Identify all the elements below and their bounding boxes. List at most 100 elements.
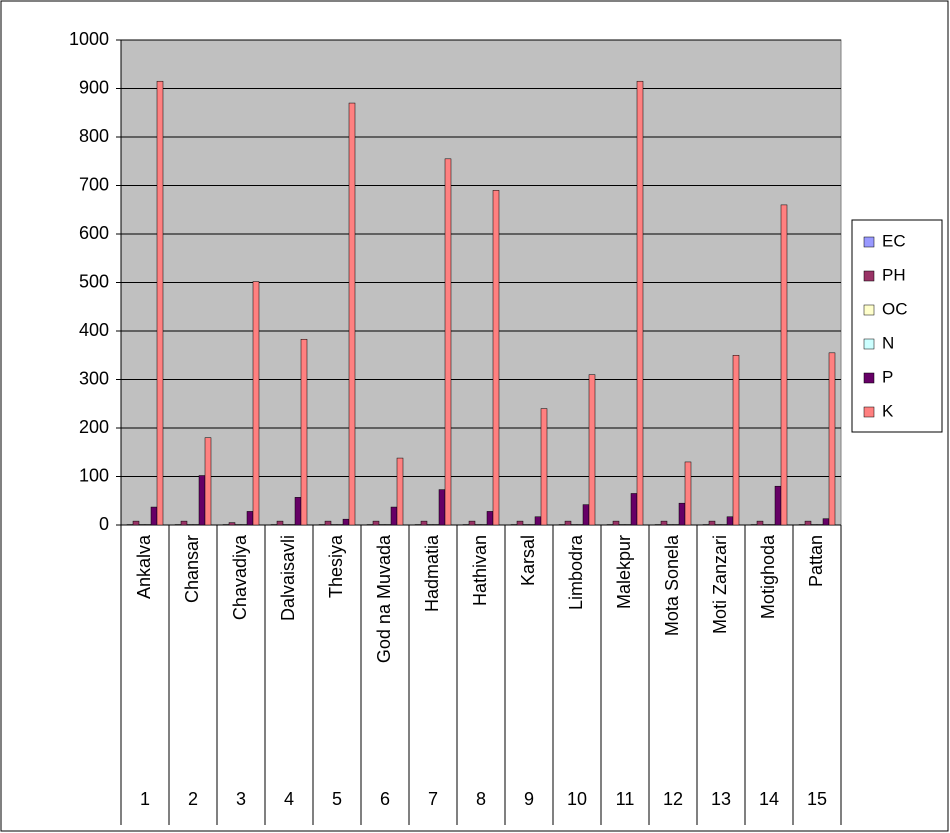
- y-tick-label: 200: [79, 417, 109, 437]
- y-tick-label: 100: [79, 465, 109, 485]
- bar: [660, 520, 668, 526]
- x-group-label: 13: [711, 789, 731, 809]
- bar: [294, 497, 302, 526]
- bar: [732, 355, 740, 526]
- legend-label: P: [882, 367, 893, 386]
- y-tick-label: 400: [79, 320, 109, 340]
- bar: [276, 520, 284, 526]
- legend-swatch: [863, 372, 875, 384]
- legend-label: EC: [882, 231, 906, 250]
- bar: [300, 338, 308, 526]
- y-tick-label: 300: [79, 368, 109, 388]
- x-group-label: 10: [567, 789, 587, 809]
- legend-swatch: [863, 270, 875, 282]
- y-tick-label: 700: [79, 174, 109, 194]
- y-tick-label: 900: [79, 77, 109, 97]
- x-group-label: 5: [332, 789, 342, 809]
- bar: [246, 511, 254, 526]
- bar: [444, 158, 452, 526]
- x-group-label: 6: [380, 789, 390, 809]
- bar: [486, 511, 494, 526]
- bar: [828, 352, 836, 526]
- x-group-label: 8: [476, 789, 486, 809]
- bar: [150, 506, 158, 526]
- x-tick-label: Karsal: [518, 535, 538, 586]
- bar: [132, 520, 140, 526]
- x-tick-label: Hathivan: [470, 535, 490, 606]
- bar: [630, 493, 638, 526]
- bar: [156, 80, 164, 526]
- bar: [804, 520, 812, 526]
- bar: [726, 516, 734, 526]
- x-group-label: 4: [284, 789, 294, 809]
- y-tick-label: 800: [79, 126, 109, 146]
- legend-swatch: [863, 304, 875, 316]
- bar: [390, 506, 398, 526]
- bar: [324, 520, 332, 526]
- legend: EC PH OC NPK: [851, 219, 943, 433]
- bar: [396, 457, 404, 526]
- bar: [348, 102, 356, 526]
- x-tick-label: Malekpur: [614, 535, 634, 609]
- x-group-label: 14: [759, 789, 779, 809]
- y-tick-label: 600: [79, 223, 109, 243]
- bar: [636, 80, 644, 526]
- x-group-label: 15: [807, 789, 827, 809]
- x-tick-label: Pattan: [806, 535, 826, 587]
- bar: [492, 190, 500, 526]
- y-tick-label: 1000: [69, 29, 109, 49]
- bar: [564, 520, 572, 526]
- x-tick-label: Thesiya: [326, 534, 346, 598]
- y-tick-label: 500: [79, 271, 109, 291]
- bar: [780, 204, 788, 526]
- x-group-label: 7: [428, 789, 438, 809]
- bar: [582, 504, 590, 526]
- x-group-label: 2: [188, 789, 198, 809]
- x-group-label: 12: [663, 789, 683, 809]
- x-tick-label: Hadmatia: [422, 534, 442, 612]
- bar: [612, 520, 620, 526]
- bar: [342, 518, 350, 526]
- bar: [516, 520, 524, 526]
- x-tick-label: Chavadiya: [230, 534, 250, 620]
- x-tick-label: Limbodra: [566, 534, 586, 610]
- legend-box: [851, 219, 943, 433]
- bar: [534, 516, 542, 526]
- legend-label: N: [882, 333, 894, 352]
- bar: [420, 520, 428, 526]
- bar: [198, 475, 206, 526]
- bar: [228, 522, 236, 526]
- x-group-label: 1: [140, 789, 150, 809]
- bar: [678, 502, 686, 526]
- x-tick-label: Moti Zanzari: [710, 535, 730, 634]
- x-group-label: 11: [616, 789, 635, 809]
- x-tick-label: Dalvaisavli: [278, 535, 298, 621]
- bar: [774, 485, 782, 526]
- x-tick-label: Ankalva: [134, 534, 154, 599]
- bar: [684, 461, 692, 526]
- legend-swatch: [863, 406, 875, 418]
- bar: [180, 520, 188, 526]
- y-tick-label: 0: [99, 514, 109, 534]
- bar: [756, 520, 764, 526]
- legend-swatch: [863, 338, 875, 350]
- x-tick-label: God na Muvada: [374, 534, 394, 663]
- bar: [708, 520, 716, 526]
- legend-label: K: [882, 401, 894, 420]
- legend-label: PH: [882, 265, 906, 284]
- x-group-label: 3: [236, 789, 246, 809]
- bar: [540, 408, 548, 526]
- bar: [372, 520, 380, 526]
- x-group-label: 9: [524, 789, 534, 809]
- bar: [822, 518, 830, 526]
- bar: [468, 520, 476, 526]
- x-tick-label: Motighoda: [758, 534, 778, 619]
- x-tick-label: Mota Sonela: [662, 534, 682, 636]
- bar: [588, 374, 596, 526]
- bar: [204, 437, 212, 526]
- bar: [438, 489, 446, 526]
- bar: [252, 281, 260, 526]
- x-tick-label: Chansar: [182, 535, 202, 603]
- legend-label: OC: [882, 299, 908, 318]
